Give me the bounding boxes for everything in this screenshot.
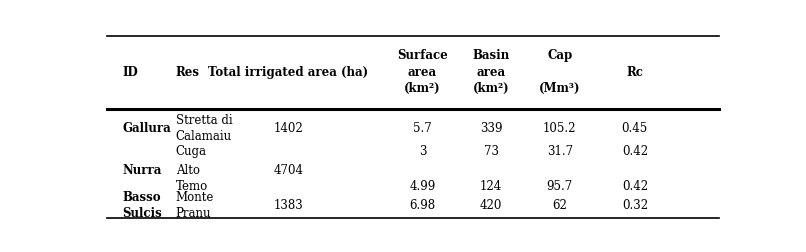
Text: Res: Res xyxy=(176,66,200,79)
Text: 0.45: 0.45 xyxy=(621,122,648,135)
Text: 95.7: 95.7 xyxy=(546,180,573,193)
Text: Basin
area
(km²): Basin area (km²) xyxy=(472,49,509,96)
Text: 0.42: 0.42 xyxy=(621,145,648,158)
Text: 5.7: 5.7 xyxy=(413,122,432,135)
Text: Rc: Rc xyxy=(626,66,643,79)
Text: Cuga: Cuga xyxy=(176,145,206,158)
Text: Surface
area
(km²): Surface area (km²) xyxy=(397,49,448,96)
Text: Monte
Pranu: Monte Pranu xyxy=(176,191,214,220)
Text: 0.42: 0.42 xyxy=(621,180,648,193)
Text: ID: ID xyxy=(123,66,139,79)
Text: 105.2: 105.2 xyxy=(543,122,576,135)
Text: 3: 3 xyxy=(418,145,426,158)
Text: Stretta di
Calamaiu: Stretta di Calamaiu xyxy=(176,114,232,143)
Text: Basso
Sulcis: Basso Sulcis xyxy=(123,191,162,220)
Text: Cap

(Mm³): Cap (Mm³) xyxy=(539,49,580,96)
Text: Temo: Temo xyxy=(176,180,208,193)
Text: 0.32: 0.32 xyxy=(621,199,648,212)
Text: 420: 420 xyxy=(480,199,502,212)
Text: 124: 124 xyxy=(480,180,502,193)
Text: Alto: Alto xyxy=(176,164,200,177)
Text: 62: 62 xyxy=(552,199,567,212)
Text: 1402: 1402 xyxy=(273,122,303,135)
Text: 1383: 1383 xyxy=(273,199,303,212)
Text: 4.99: 4.99 xyxy=(409,180,435,193)
Text: Total irrigated area (ha): Total irrigated area (ha) xyxy=(208,66,368,79)
Text: Gallura: Gallura xyxy=(123,122,172,135)
Text: 4704: 4704 xyxy=(273,164,303,177)
Text: Nurra: Nurra xyxy=(123,164,162,177)
Text: 339: 339 xyxy=(480,122,502,135)
Text: 73: 73 xyxy=(484,145,499,158)
Text: 6.98: 6.98 xyxy=(409,199,435,212)
Text: 31.7: 31.7 xyxy=(546,145,573,158)
